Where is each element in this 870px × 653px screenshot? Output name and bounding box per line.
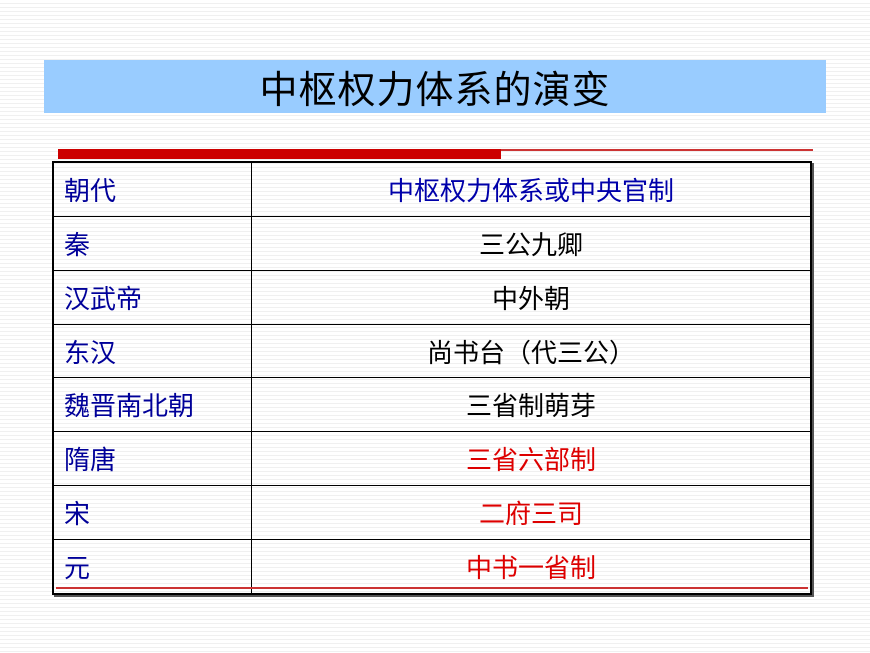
system-cell: 三省六部制 (251, 431, 812, 487)
system-cell: 中书一省制 (251, 538, 812, 595)
system-cell: 三公九卿 (251, 216, 812, 271)
table-row: 秦 三公九卿 (52, 216, 812, 271)
last-row-underline (56, 587, 808, 589)
dynasty-cell: 元 (52, 538, 252, 595)
table-row: 隋唐 三省六部制 (52, 431, 812, 487)
accent-rule-thin (501, 149, 813, 151)
header-dynasty: 朝代 (52, 161, 252, 218)
system-cell: 中外朝 (251, 269, 812, 325)
dynasty-cell: 宋 (52, 485, 252, 540)
system-cell: 二府三司 (251, 485, 812, 540)
header-system: 中枢权力体系或中央官制 (251, 161, 812, 218)
system-cell: 尚书台（代三公） (251, 323, 812, 379)
dynasty-cell: 东汉 (52, 323, 252, 379)
table-row: 魏晋南北朝 三省制萌芽 (52, 377, 812, 433)
table-row: 东汉 尚书台（代三公） (52, 323, 812, 379)
accent-rule-thick (58, 149, 501, 159)
table-row: 宋 二府三司 (52, 485, 812, 540)
table-row: 汉武帝 中外朝 (52, 269, 812, 325)
dynasty-cell: 秦 (52, 216, 252, 271)
dynasty-cell: 魏晋南北朝 (52, 377, 252, 433)
system-cell: 三省制萌芽 (251, 377, 812, 433)
dynasty-cell: 汉武帝 (52, 269, 252, 325)
title-bar: 中枢权力体系的演变 (44, 60, 826, 113)
dynasty-cell: 隋唐 (52, 431, 252, 487)
slide-title: 中枢权力体系的演变 (259, 68, 611, 112)
table-row: 元 中书一省制 (52, 538, 812, 595)
table-header-row: 朝代 中枢权力体系或中央官制 (52, 161, 812, 218)
dynasty-table: 朝代 中枢权力体系或中央官制 秦 三公九卿 汉武帝 中外朝 东汉 尚书台（代三公… (52, 161, 812, 595)
